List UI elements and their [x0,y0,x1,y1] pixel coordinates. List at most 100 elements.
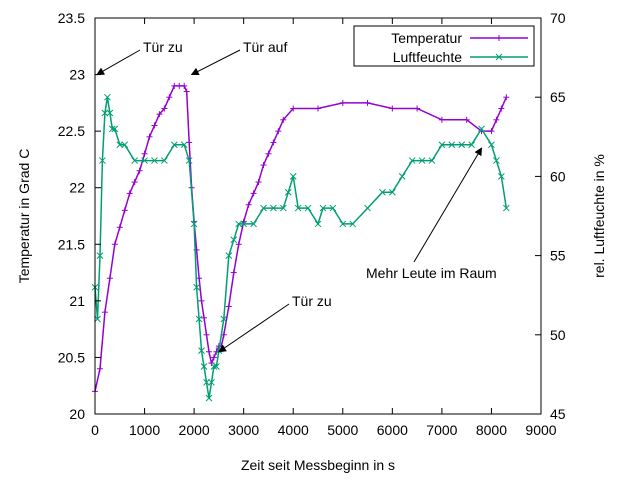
y-tick-label: 22.5 [58,123,85,139]
data-point [458,141,466,149]
legend-entry-label: Temperatur [391,30,462,46]
data-point [502,204,510,212]
data-point [116,141,124,149]
x-tick-label: 2000 [179,422,210,438]
data-point [151,122,158,129]
data-point [141,150,148,157]
annotations-layer: Tür zu Tür auf Tür zu Mehr Leute im Raum [96,39,497,353]
series-line [94,85,507,392]
data-point [141,157,148,164]
x-axis-label: Zeit seit Messbeginn in s [241,457,395,473]
data-point [493,157,500,164]
data-point [205,348,212,355]
data-point [201,314,208,321]
y2-tick-label: 60 [550,168,566,184]
annotation-label: Mehr Leute im Raum [366,265,497,281]
y-tick-label: 22 [69,180,85,196]
y2-tick-label: 70 [550,10,566,26]
data-point [235,220,243,228]
x-tick-label: 4000 [278,422,309,438]
annotation-arrow [218,303,290,353]
data-point [96,365,103,372]
data-point [116,224,123,231]
legend: Temperatur Luftfeuchte [353,25,535,67]
data-point [304,204,312,212]
data-point [99,157,106,164]
legend-entry-label: Luftfeuchte [393,49,462,65]
annotation-label: Tür zu [143,39,183,55]
data-point [498,173,505,180]
data-point [131,157,138,164]
data-point [364,204,371,212]
data-point [260,204,267,212]
data-point [448,141,456,149]
data-point [235,241,242,248]
y2-tick-label: 50 [550,327,566,343]
data-point [166,94,173,101]
annotation-arrow [96,49,141,76]
y-tick-label: 20.5 [58,349,85,365]
data-point [250,220,257,228]
data-point [428,157,436,164]
data-point [294,204,302,212]
data-point [106,275,113,282]
data-point [339,99,346,106]
series-luftfeuchte [91,93,510,402]
x-tick-label: 9000 [525,422,556,438]
data-point [170,141,178,149]
data-point [280,116,287,123]
data-point [193,283,200,291]
y2-axis-label: rel. Luftfeuchte in % [591,154,607,278]
legend-box [353,25,535,67]
data-point [161,157,168,164]
annotation-label: Tür auf [243,39,287,55]
data-point [180,141,188,149]
data-point [329,204,337,212]
annotation-arrow [190,49,241,76]
data-point [418,157,426,164]
data-point [220,315,228,323]
data-point [498,105,505,112]
data-point [240,220,248,228]
data-point [364,99,371,106]
data-point [275,128,282,135]
data-point [319,204,327,212]
data-point [438,141,446,149]
data-point [478,125,485,133]
data-point [213,363,220,370]
data-point [488,128,495,135]
x-tick-label: 3000 [228,422,259,438]
data-point [414,105,421,112]
data-point [111,125,119,133]
x-tick-label: 6000 [377,422,408,438]
data-point [290,105,297,112]
data-point [198,347,205,354]
y2-tick-label: 55 [550,248,566,264]
data-point [190,220,198,228]
data-point [151,157,158,164]
data-point [349,220,357,228]
annotation-label: Tür zu [292,293,332,309]
data-point [398,173,406,180]
x-tick-label: 8000 [476,422,507,438]
data-point [101,309,108,316]
data-point [245,201,252,208]
data-point [389,105,396,112]
data-point [314,220,322,228]
data-point [208,360,215,367]
data-point [289,173,297,180]
data-point [225,252,233,259]
data-point [339,220,347,228]
data-point [196,275,203,282]
data-point [260,162,267,169]
data-point [203,378,210,386]
data-point [146,133,153,140]
data-point [104,93,111,101]
data-point [270,204,277,212]
data-point [468,141,475,149]
data-point [225,303,232,310]
data-point [230,269,237,276]
data-point [106,109,114,117]
data-point [388,188,396,196]
